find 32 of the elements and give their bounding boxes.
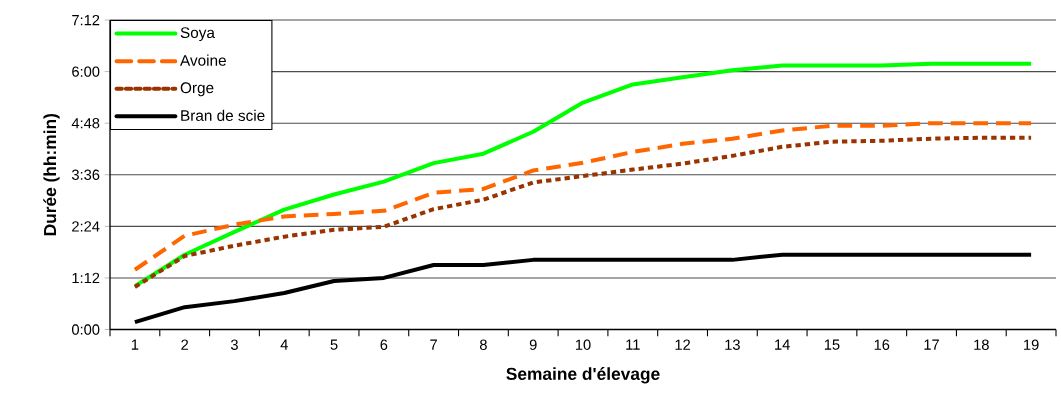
x-tick-label: 6 — [380, 339, 388, 350]
x-tick-label: 7 — [430, 339, 437, 350]
x-tick-label: 5 — [330, 339, 338, 350]
legend-label: Orge — [180, 82, 214, 97]
y-tick-label: 2:24 — [72, 221, 100, 232]
x-tick-label: 19 — [1024, 339, 1039, 350]
y-tick-label: 1:12 — [72, 272, 100, 284]
x-tick-label: 17 — [924, 339, 939, 350]
x-tick-label: 1 — [131, 339, 139, 350]
x-tick-label: 2 — [181, 339, 189, 350]
x-tick-label: 12 — [675, 339, 690, 350]
y-tick-label: 7:12 — [72, 14, 100, 26]
legend-label: Bran de scie — [181, 109, 265, 121]
legend-label: Soya — [180, 27, 215, 42]
x-tick-label: 3 — [230, 339, 238, 350]
x-tick-label: 15 — [824, 339, 840, 350]
x-tick-label: 10 — [575, 339, 591, 350]
y-tick-label: 0:00 — [71, 324, 100, 335]
y-tick-label: 3:36 — [71, 169, 100, 180]
x-tick-label: 11 — [626, 339, 640, 350]
y-tick-label: 6:00 — [72, 66, 100, 77]
legend-label: Avoine — [180, 54, 226, 66]
x-axis-title: Semaine d'élevage — [506, 367, 660, 384]
x-tick-label: 18 — [974, 339, 989, 350]
x-tick-label: 16 — [874, 339, 890, 350]
x-tick-label: 8 — [479, 339, 487, 350]
y-axis-title: Durée (hh:min) — [43, 114, 60, 236]
x-tick-label: 4 — [280, 339, 288, 350]
x-tick-label: 13 — [725, 339, 740, 350]
x-tick-label: 14 — [775, 339, 790, 350]
x-tick-label: 9 — [529, 339, 537, 350]
y-tick-label: 4:48 — [71, 118, 100, 129]
